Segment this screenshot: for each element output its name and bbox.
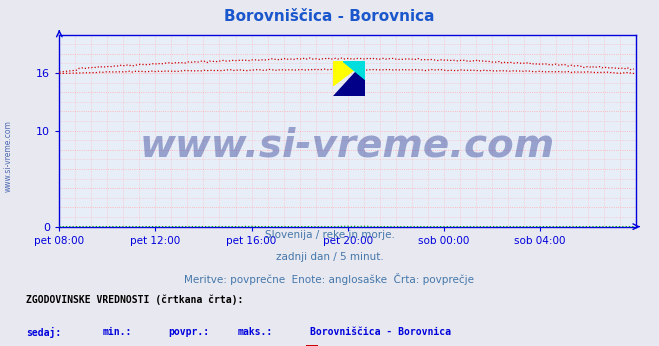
Text: www.si-vreme.com: www.si-vreme.com	[3, 120, 13, 192]
Polygon shape	[333, 62, 365, 96]
Text: zadnji dan / 5 minut.: zadnji dan / 5 minut.	[275, 252, 384, 262]
Polygon shape	[343, 62, 365, 79]
Polygon shape	[333, 62, 365, 86]
Text: Slovenija / reke in morje.: Slovenija / reke in morje.	[264, 230, 395, 240]
Text: Meritve: povprečne  Enote: anglosaške  Črta: povprečje: Meritve: povprečne Enote: anglosaške Črt…	[185, 273, 474, 285]
Text: min.:: min.:	[102, 327, 132, 337]
Polygon shape	[343, 62, 365, 79]
Text: povpr.:: povpr.:	[168, 327, 209, 337]
Text: www.si-vreme.com: www.si-vreme.com	[140, 127, 556, 165]
Text: sedaj:: sedaj:	[26, 327, 61, 338]
Text: maks.:: maks.:	[237, 327, 272, 337]
Text: Borovniščica - Borovnica: Borovniščica - Borovnica	[310, 327, 451, 337]
Text: Borovniščica - Borovnica: Borovniščica - Borovnica	[224, 9, 435, 24]
Text: ZGODOVINSKE VREDNOSTI (črtkana črta):: ZGODOVINSKE VREDNOSTI (črtkana črta):	[26, 294, 244, 304]
